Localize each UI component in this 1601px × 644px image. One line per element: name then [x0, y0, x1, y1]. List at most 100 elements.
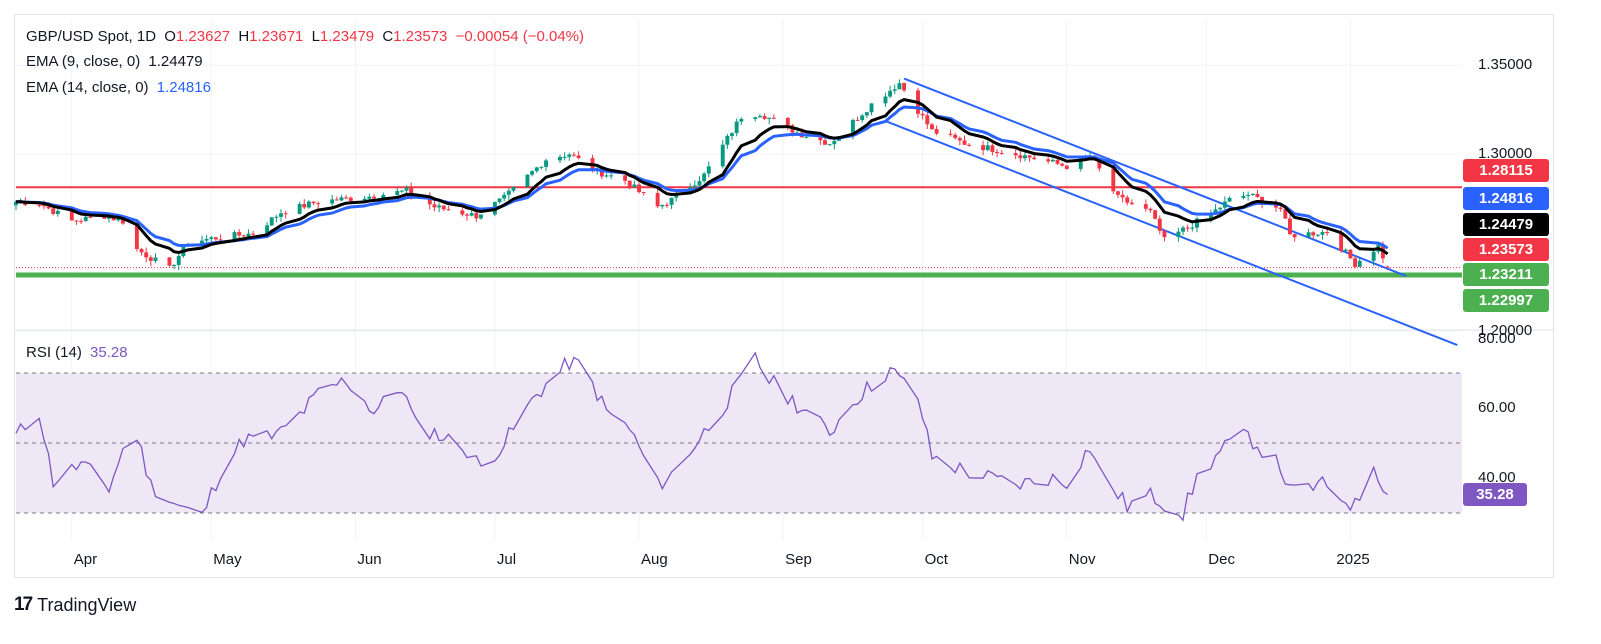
candle-body	[506, 190, 511, 195]
candle-body	[1320, 231, 1325, 235]
candle-body	[83, 216, 88, 222]
candle-body	[669, 197, 674, 205]
candle-body	[855, 119, 860, 121]
candle-body	[367, 196, 372, 199]
candle-body	[753, 117, 758, 119]
x-tick-label: Aug	[641, 551, 668, 568]
candle-body	[1055, 159, 1060, 164]
candle-body	[134, 223, 139, 250]
candle-body	[1018, 155, 1023, 159]
close-value: 1.23573	[393, 28, 448, 45]
x-tick-label: Dec	[1208, 551, 1235, 568]
rsi-tick-label: 60.00	[1478, 399, 1516, 416]
candle-body	[102, 216, 107, 219]
candle-body	[706, 166, 711, 174]
candle-body	[771, 117, 776, 119]
candle-body	[953, 134, 958, 139]
candle-body	[1353, 258, 1358, 267]
x-tick-label: Sep	[785, 551, 812, 568]
candle-body	[948, 133, 953, 135]
candle-body	[204, 238, 209, 241]
candle-body	[869, 103, 874, 113]
candle-body	[934, 129, 939, 134]
candle-body	[139, 249, 144, 253]
candle-body	[330, 199, 335, 204]
candle-body	[362, 198, 367, 201]
candle-body	[985, 145, 990, 151]
candle-body	[1213, 209, 1218, 214]
candle-body	[1115, 191, 1120, 195]
candle-body	[200, 240, 204, 245]
tradingview-logo: 17 TradingView	[14, 594, 136, 616]
candle-body	[627, 180, 632, 188]
candle-body	[334, 199, 339, 201]
candle-body	[1315, 234, 1320, 236]
candle-body	[1311, 232, 1316, 236]
candle-body	[930, 124, 934, 130]
candle-body	[571, 154, 576, 156]
high-label: H	[238, 28, 250, 45]
candle-body	[432, 204, 437, 208]
open-value: 1.23627	[175, 28, 231, 45]
candle-body	[1176, 231, 1181, 238]
candle-body	[427, 196, 432, 205]
candle-body	[1371, 251, 1376, 261]
candle-body	[274, 216, 279, 218]
candle-body	[465, 214, 469, 216]
candle-body	[562, 156, 567, 158]
low-label: L	[311, 28, 320, 45]
candle-body	[232, 232, 237, 240]
price-tick-label: 1.35000	[1478, 56, 1533, 74]
candle-body	[55, 210, 60, 214]
candle-body	[297, 203, 302, 214]
candle-body	[1250, 193, 1255, 195]
candle-body	[1292, 234, 1297, 238]
price-tag: 1.23211	[1463, 263, 1549, 286]
x-tick-label: Jun	[357, 551, 382, 568]
candle-body	[1013, 153, 1018, 156]
candle-body	[167, 257, 172, 266]
candle-body	[241, 235, 246, 237]
ema14-label: EMA (14, close, 0)	[26, 79, 149, 96]
candle-body	[1032, 157, 1037, 160]
rsi-legend-value: 35.28	[90, 344, 128, 361]
candle-body	[1129, 202, 1134, 205]
candle-body	[1143, 204, 1148, 209]
candle-body	[739, 118, 744, 122]
candle-body	[1283, 208, 1288, 219]
candle-body	[283, 213, 288, 215]
candle-body	[107, 217, 111, 219]
candle-body	[1343, 249, 1348, 252]
candle-body	[497, 198, 502, 203]
candle-body	[539, 166, 544, 168]
candle-body	[1125, 197, 1130, 203]
candle-body	[1218, 207, 1223, 210]
candle-body	[967, 144, 972, 146]
candle-body	[623, 175, 628, 181]
x-tick-label: May	[213, 551, 242, 568]
price-tag: 1.28115	[1463, 159, 1549, 182]
ema14-line	[16, 105, 1389, 250]
x-tick-label: Oct	[924, 551, 948, 568]
close-label: C	[382, 28, 394, 45]
candle-body	[1288, 218, 1292, 235]
ohlc-legend: GBP/USD Spot, 1D O1.23627 H1.23671 L1.23…	[26, 28, 588, 45]
candle-body	[730, 133, 734, 136]
candle-body	[316, 203, 321, 205]
candle-body	[999, 153, 1004, 155]
price-tag: 1.24816	[1463, 187, 1549, 210]
candle-body	[957, 138, 962, 141]
candle-body	[1190, 227, 1195, 229]
candle-body	[530, 171, 535, 175]
candle-body	[79, 220, 84, 222]
x-tick-label: Apr	[73, 551, 98, 568]
candle-body	[1148, 208, 1153, 211]
candle-body	[1195, 218, 1199, 228]
candle-body	[720, 144, 725, 167]
candle-body	[827, 144, 832, 146]
candle-body	[209, 237, 214, 239]
candle-body	[832, 140, 837, 145]
open-label: O	[164, 28, 176, 45]
candle-body	[1208, 213, 1213, 219]
